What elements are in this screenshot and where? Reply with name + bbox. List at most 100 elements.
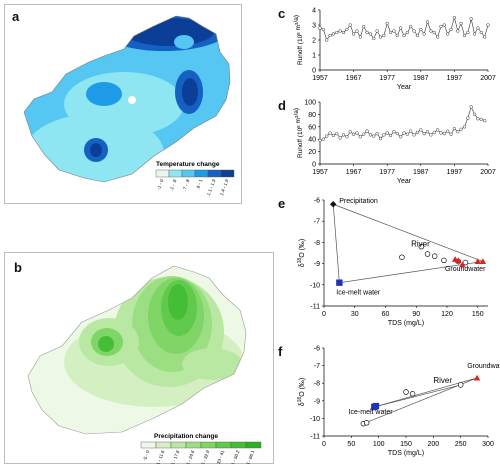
annotation: Precipitation bbox=[339, 198, 378, 205]
runoff-point bbox=[372, 37, 375, 40]
runoff-point bbox=[456, 130, 459, 133]
runoff-chart-d: 0 20 40 60 80 100 1957 1967 1977 1987 1997 2007 Year… bbox=[280, 94, 500, 190]
map-b-zone bbox=[98, 336, 114, 352]
x-tick-label: 0 bbox=[322, 441, 326, 448]
y-tick-label: 40 bbox=[308, 137, 316, 144]
runoff-point bbox=[416, 34, 419, 37]
runoff-point bbox=[352, 133, 355, 136]
runoff-point bbox=[406, 133, 409, 136]
runoff-point bbox=[325, 135, 328, 138]
runoff-point bbox=[325, 39, 328, 42]
runoff-point bbox=[426, 21, 429, 24]
runoff-point bbox=[477, 27, 480, 30]
y-tick-label: -6 bbox=[314, 198, 320, 205]
runoff-point bbox=[356, 132, 359, 135]
runoff-point bbox=[480, 118, 483, 121]
x-tick-label: 30 bbox=[351, 311, 359, 318]
temperature-legend: -1 - 0.1 - .6.7 - .8.9 - 1 1.1 - 1.3 1.4 -… bbox=[156, 170, 234, 196]
map-panel-b: b Precipitation change -5 - 01 - 11.6 11.… bbox=[4, 252, 274, 464]
runoff-point bbox=[483, 36, 486, 39]
annotation: River bbox=[411, 240, 430, 249]
runoff-point bbox=[393, 30, 396, 33]
legend-swatch bbox=[156, 442, 171, 448]
river-point bbox=[364, 420, 369, 425]
y-tick-label: 60 bbox=[308, 124, 316, 131]
runoff-point bbox=[332, 134, 335, 137]
runoff-point bbox=[473, 113, 476, 116]
x-tick-label: 1987 bbox=[413, 75, 429, 82]
legend-class-label: .7 - .8 bbox=[182, 178, 191, 191]
runoff-point bbox=[440, 132, 443, 135]
x-tick-label: 1967 bbox=[346, 75, 362, 82]
runoff-point bbox=[396, 34, 399, 37]
runoff-point bbox=[329, 132, 332, 135]
x-tick-label: 1977 bbox=[379, 75, 395, 82]
y-axis-label: δ18O (‰) bbox=[297, 239, 306, 268]
runoff-point bbox=[366, 31, 369, 34]
y-tick-label: 100 bbox=[304, 100, 316, 107]
x-axis-label: TDS (mg/L) bbox=[388, 450, 424, 457]
y-tick-label: -6 bbox=[314, 346, 320, 353]
runoff-point bbox=[463, 34, 466, 37]
legend-class-label: 24.6 - 32.9 bbox=[198, 449, 210, 464]
y-tick-label: 80 bbox=[308, 112, 316, 119]
x-tick-label: 1957 bbox=[312, 169, 328, 176]
runoff-point bbox=[335, 132, 338, 135]
runoff-point bbox=[487, 24, 490, 27]
runoff-point bbox=[450, 28, 453, 31]
precipitation-point bbox=[330, 201, 336, 207]
runoff-point bbox=[382, 133, 385, 136]
runoff-point bbox=[362, 25, 365, 28]
runoff-point bbox=[399, 135, 402, 138]
y-tick-label: 2 bbox=[312, 38, 316, 45]
runoff-point bbox=[376, 132, 379, 135]
y-tick-label: -10 bbox=[310, 416, 320, 423]
runoff-point bbox=[376, 30, 379, 33]
ice-melt-point bbox=[336, 279, 342, 285]
runoff-point bbox=[477, 117, 480, 120]
map-a-zone-mid bbox=[174, 35, 194, 49]
annotation: River bbox=[433, 376, 452, 385]
runoff-point bbox=[416, 131, 419, 134]
runoff-point bbox=[470, 106, 473, 109]
runoff-point bbox=[356, 30, 359, 33]
x-tick-label: 50 bbox=[347, 441, 355, 448]
annotation: Groundwater bbox=[467, 363, 500, 370]
y-axis-label: Runoff (108 m3/a) bbox=[293, 15, 304, 65]
river-point bbox=[410, 391, 415, 396]
y-tick-label: 1 bbox=[312, 53, 316, 60]
x-axis-label: Year bbox=[397, 178, 412, 185]
x-tick-label: 2007 bbox=[480, 169, 496, 176]
runoff-point bbox=[342, 31, 345, 34]
legend-swatch bbox=[195, 170, 208, 177]
runoff-point bbox=[322, 138, 325, 141]
map-a-zone-mid bbox=[86, 82, 122, 106]
x-tick-label: 200 bbox=[427, 441, 439, 448]
x-axis-label: Year bbox=[397, 84, 412, 91]
precipitation-legend-title: Precipitation change bbox=[154, 433, 218, 440]
runoff-chart-c: 0 1 2 3 4 1957 1967 1977 1987 1997 2007 Year Runoff … bbox=[280, 2, 500, 94]
map-panel-a: a Temperature change -1 - 0 .1 - .6 .7 - .… bbox=[4, 4, 242, 204]
x-tick-label: 1967 bbox=[346, 169, 362, 176]
x-tick-label: 100 bbox=[373, 441, 385, 448]
runoff-point bbox=[460, 22, 463, 25]
runoff-point bbox=[463, 125, 466, 128]
legend-swatch bbox=[171, 442, 186, 448]
legend-class-label: .9 - 1 bbox=[195, 178, 203, 190]
runoff-point bbox=[389, 31, 392, 34]
legend-swatch bbox=[186, 442, 201, 448]
map-b-zone bbox=[182, 348, 242, 380]
runoff-point bbox=[460, 128, 463, 131]
y-tick-label: -7 bbox=[314, 363, 320, 370]
runoff-point bbox=[409, 25, 412, 28]
annotation: Ice-melt water bbox=[349, 409, 394, 416]
runoff-point bbox=[393, 130, 396, 133]
runoff-point bbox=[396, 132, 399, 135]
x-tick-label: 150 bbox=[472, 311, 484, 318]
groundwater-point bbox=[480, 258, 486, 264]
legend-class-label: 1 - 11.6 bbox=[156, 449, 166, 464]
legend-swatch bbox=[156, 170, 169, 177]
runoff-point bbox=[379, 137, 382, 140]
legend-class-label: 11.6 - 17.6 bbox=[168, 449, 180, 464]
legend-swatch bbox=[246, 442, 261, 448]
